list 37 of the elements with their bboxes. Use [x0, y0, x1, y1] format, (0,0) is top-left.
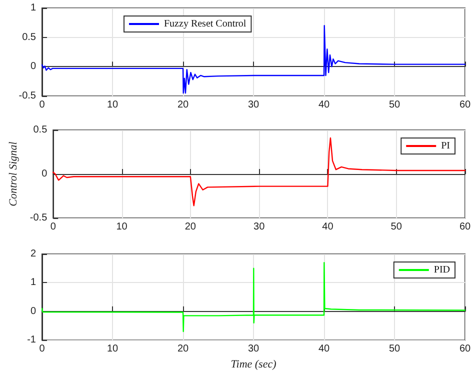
x-tick-label: 0 — [50, 222, 56, 232]
y-tick-label: 0 — [42, 168, 48, 180]
x-tick-label: 30 — [248, 344, 260, 355]
x-tick-label: 30 — [254, 222, 266, 232]
x-tick-label: 20 — [177, 344, 189, 355]
x-tick-label: 50 — [388, 100, 400, 110]
x-tick-label: 60 — [459, 344, 471, 355]
legend-label: PI — [441, 140, 450, 152]
x-tick-label: 30 — [248, 100, 260, 110]
y-tick-label: -0.5 — [30, 212, 48, 224]
y-tick-label: 0 — [30, 306, 36, 317]
y-tick-label: 1 — [30, 2, 36, 14]
x-axis-title: Time (sec) — [230, 358, 277, 370]
x-tick-label: 10 — [106, 344, 118, 355]
x-tick-label: 40 — [318, 344, 330, 355]
y-tick-label: 1 — [30, 277, 36, 288]
y-tick-label: 0.5 — [22, 32, 36, 43]
legend-label: Fuzzy Reset Control — [164, 18, 246, 30]
x-tick-label: 20 — [177, 100, 189, 110]
y-tick-label: 0 — [30, 61, 36, 72]
x-tick-label: 10 — [106, 100, 118, 110]
x-tick-label: 40 — [322, 222, 334, 232]
y-axis-title: Control Signal — [8, 142, 20, 206]
x-tick-label: 10 — [116, 222, 128, 232]
x-tick-label: 20 — [184, 222, 196, 232]
legend-label: PID — [434, 264, 450, 276]
y-tick-label: -0.5 — [18, 90, 36, 102]
line-series — [52, 137, 466, 206]
x-tick-label: 50 — [388, 344, 400, 355]
x-tick-label: 50 — [390, 222, 402, 232]
y-tick-label: 0.5 — [33, 124, 48, 136]
line-series — [41, 262, 466, 332]
y-tick-label: 2 — [30, 248, 36, 260]
x-tick-label: 40 — [318, 100, 330, 110]
x-tick-label: 60 — [459, 100, 471, 110]
x-tick-label: 60 — [459, 222, 471, 232]
y-tick-label: -1 — [27, 334, 36, 346]
